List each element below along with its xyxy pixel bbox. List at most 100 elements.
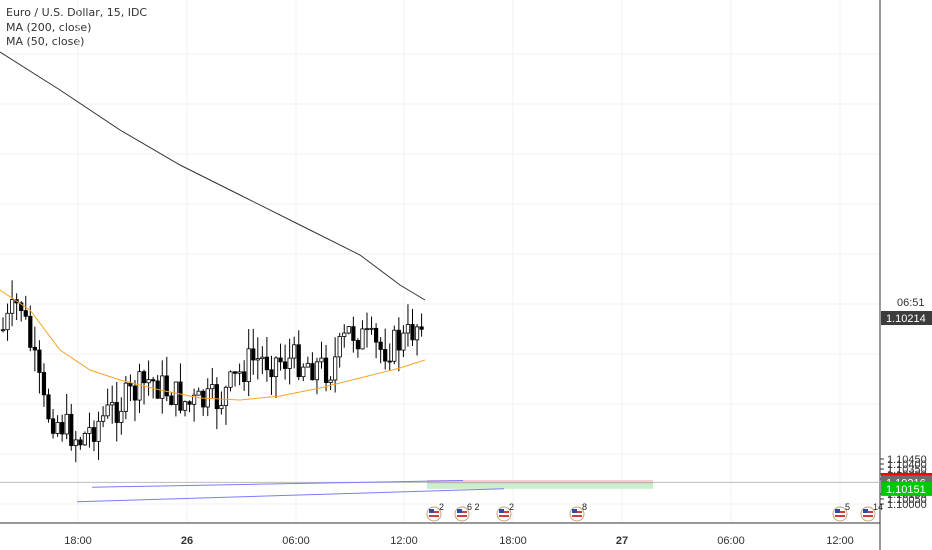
candle[interactable]	[396, 317, 401, 372]
candle[interactable]	[114, 382, 119, 442]
candle[interactable]	[9, 280, 15, 327]
economic-event-marker[interactable]: 6 2	[454, 502, 480, 522]
candle[interactable]	[383, 328, 388, 370]
candle[interactable]	[123, 376, 128, 420]
ma200-legend[interactable]: MA (200, close)	[6, 20, 92, 34]
candle[interactable]	[91, 420, 97, 452]
candle[interactable]	[210, 367, 215, 399]
candle[interactable]	[41, 363, 47, 407]
take-profit-price-label[interactable]: 1.10151	[881, 481, 932, 496]
candle[interactable]	[151, 376, 156, 399]
candle[interactable]	[87, 412, 92, 448]
candle[interactable]	[219, 391, 224, 415]
candle[interactable]	[60, 414, 65, 442]
candle[interactable]	[323, 344, 329, 392]
candle[interactable]	[196, 387, 201, 396]
symbol-title[interactable]: Euro / U.S. Dollar, 15, IDC	[6, 6, 148, 19]
stop-loss-zone[interactable]	[427, 480, 653, 483]
candle[interactable]	[228, 370, 233, 392]
candle[interactable]	[346, 326, 351, 335]
candle[interactable]	[132, 380, 138, 422]
candle[interactable]	[410, 308, 415, 346]
candle[interactable]	[296, 330, 301, 381]
candle[interactable]	[387, 343, 392, 371]
candle[interactable]	[78, 436, 83, 450]
candle[interactable]	[205, 378, 210, 417]
candle[interactable]	[237, 363, 242, 386]
candle[interactable]	[337, 332, 342, 368]
economic-event-marker[interactable]: 2	[496, 502, 514, 522]
candle[interactable]	[0, 317, 6, 333]
candle[interactable]	[360, 320, 365, 350]
ma50-legend[interactable]: MA (50, close)	[6, 35, 85, 48]
candle[interactable]	[23, 295, 28, 320]
candle[interactable]	[319, 341, 324, 369]
candle[interactable]	[414, 323, 420, 356]
candle[interactable]	[201, 389, 206, 416]
candle[interactable]	[419, 313, 424, 337]
candle[interactable]	[351, 316, 356, 353]
candle[interactable]	[292, 336, 297, 369]
candle[interactable]	[301, 363, 306, 382]
candle[interactable]	[55, 415, 60, 437]
candle[interactable]	[260, 346, 265, 375]
candle[interactable]	[5, 303, 10, 341]
economic-event-marker[interactable]: 5	[832, 502, 850, 522]
candle[interactable]	[223, 385, 229, 425]
candle[interactable]	[14, 293, 19, 321]
economic-event-marker[interactable]: 8	[569, 502, 587, 522]
candle[interactable]	[182, 400, 188, 417]
candle[interactable]	[246, 329, 251, 397]
candle[interactable]	[273, 356, 279, 399]
candle[interactable]	[146, 360, 151, 396]
candle[interactable]	[405, 304, 411, 347]
economic-event-marker[interactable]: 2	[426, 502, 444, 522]
candle[interactable]	[178, 363, 183, 414]
event-markers[interactable]: 2 6 2 2 8 5 14	[426, 502, 883, 522]
candle[interactable]	[282, 344, 288, 380]
candle[interactable]	[141, 369, 147, 405]
candle[interactable]	[355, 338, 361, 358]
candle[interactable]	[328, 376, 333, 391]
candle[interactable]	[269, 355, 274, 395]
candle[interactable]	[173, 381, 178, 417]
candle[interactable]	[401, 325, 406, 358]
candle[interactable]	[392, 325, 397, 365]
candle[interactable]	[278, 343, 283, 371]
candle[interactable]	[110, 385, 115, 424]
candle[interactable]	[46, 388, 51, 423]
candle[interactable]	[242, 360, 247, 391]
candle[interactable]	[105, 388, 110, 419]
candle[interactable]	[32, 326, 37, 372]
candle[interactable]	[164, 356, 169, 402]
candle[interactable]	[364, 312, 370, 348]
candle[interactable]	[373, 323, 379, 359]
time-axis[interactable]: 18:00 26 06:00 12:00 18:00 27 06:00 12:00	[64, 535, 854, 547]
ma50-line[interactable]	[0, 289, 426, 401]
candle[interactable]	[155, 375, 160, 399]
candle[interactable]	[160, 360, 165, 414]
candle[interactable]	[169, 392, 174, 406]
candle[interactable]	[64, 393, 69, 440]
candle[interactable]	[342, 324, 347, 348]
ma200-line[interactable]	[0, 51, 426, 301]
candle[interactable]	[96, 411, 101, 460]
channel-lower-line[interactable]	[76, 488, 505, 503]
candle[interactable]	[305, 356, 310, 368]
candle[interactable]	[333, 337, 338, 393]
candle[interactable]	[264, 337, 270, 382]
candle[interactable]	[251, 328, 256, 375]
economic-event-marker[interactable]: 14	[860, 502, 883, 522]
candle[interactable]	[137, 363, 142, 413]
candle[interactable]	[214, 377, 219, 430]
candle[interactable]	[128, 374, 133, 402]
candle[interactable]	[378, 337, 383, 364]
candle[interactable]	[101, 406, 106, 428]
candle[interactable]	[310, 352, 315, 381]
take-profit-zone[interactable]	[427, 482, 653, 489]
candle[interactable]	[232, 371, 238, 387]
candle[interactable]	[191, 388, 197, 422]
candle[interactable]	[287, 338, 292, 385]
candle[interactable]	[69, 403, 74, 451]
